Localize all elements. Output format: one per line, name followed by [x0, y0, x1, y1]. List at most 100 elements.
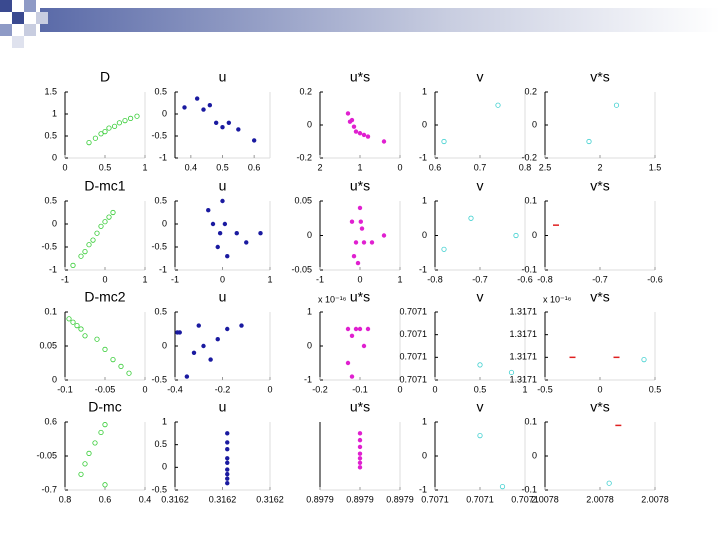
- y-tick-label: 0.7071: [399, 306, 427, 316]
- subplot: D-mc2 0 0.05 0.1 -0.1 -0.05 0: [39, 289, 147, 395]
- point: [116, 120, 123, 126]
- subplot-title: v: [477, 178, 484, 194]
- corner-decoration: [0, 0, 48, 48]
- y-tick-label: 0.05: [39, 340, 57, 350]
- y-tick-label: -0.1: [521, 264, 537, 274]
- point: [74, 322, 80, 329]
- subplot-title: v: [477, 289, 484, 305]
- point: [349, 219, 355, 224]
- x-tick-label: 0.5: [99, 162, 112, 172]
- x-tick-label: 0: [267, 384, 272, 394]
- point: [361, 132, 367, 138]
- point: [353, 326, 359, 332]
- point: [357, 444, 363, 450]
- subplot: v -1 0 1 -0.8 -0.7 -0.6: [419, 178, 533, 285]
- y-tick-label: 0.05: [294, 195, 312, 205]
- y-tick-label: 0.2: [299, 86, 312, 96]
- y-tick-label: 0: [52, 152, 57, 162]
- y-tick-label: 0.7071: [399, 329, 427, 339]
- y-tick-label: 1: [422, 416, 427, 426]
- y-tick-label: 0: [422, 450, 427, 460]
- point: [361, 240, 367, 245]
- point: [226, 120, 232, 126]
- y-tick-label: 0: [162, 108, 167, 118]
- point: [206, 208, 211, 213]
- point: [345, 360, 351, 366]
- y-tick-label: 0.7071: [399, 374, 427, 384]
- point: [225, 440, 230, 445]
- point: [102, 219, 108, 225]
- point: [353, 240, 359, 245]
- point: [98, 429, 104, 436]
- point: [112, 123, 118, 129]
- x-tick-label: 0.8979: [386, 494, 414, 504]
- subplot: v -1 0 1 0.6 0.7 0.8: [419, 69, 531, 173]
- point: [351, 254, 357, 259]
- y-tick-label: -0.05: [291, 264, 312, 274]
- point: [94, 230, 100, 236]
- x-tick-label: 0.6: [99, 494, 112, 504]
- y-tick-label: 0: [52, 374, 57, 384]
- point: [78, 253, 84, 259]
- point: [184, 374, 190, 379]
- y-tick-label: 0.5: [154, 195, 167, 205]
- y-tick-label: 0: [422, 119, 427, 129]
- x-tick-label: 0.3162: [209, 494, 237, 504]
- point: [191, 350, 197, 355]
- subplot: D-mc1 -1 -0.5 0 0.5 -1 0 1: [41, 178, 147, 285]
- point: [106, 125, 112, 131]
- point: [98, 223, 104, 229]
- subplot: u*sx 10⁻¹⁶ -1 0 1 -0.2 -0.1 0: [304, 289, 403, 395]
- x-tick-label: 0: [397, 384, 402, 394]
- x-tick-label: 0: [597, 384, 602, 394]
- x-tick-label: 0.4: [185, 162, 198, 172]
- x-tick-label: 0: [397, 162, 402, 172]
- point: [225, 326, 230, 332]
- x-tick-label: -0.8: [537, 274, 553, 284]
- subplot-title: u: [219, 399, 227, 415]
- point: [122, 118, 128, 124]
- x-tick-label: 0: [220, 274, 225, 284]
- subplot-title: v*s: [590, 178, 609, 194]
- axis-multiplier: x 10⁻¹⁶: [318, 294, 347, 304]
- y-tick-label: -1: [159, 152, 167, 162]
- y-tick-label: 1: [307, 306, 312, 316]
- point: [82, 333, 88, 339]
- x-tick-label: 1: [267, 274, 272, 284]
- point: [513, 232, 519, 239]
- x-tick-label: -0.7: [472, 274, 488, 284]
- point: [196, 323, 201, 328]
- point: [381, 139, 387, 144]
- subplot: u*s -0.2 0 0.2 2 1 0: [296, 69, 402, 173]
- subplot-title: v: [477, 399, 484, 415]
- y-tick-label: -0.7: [41, 484, 57, 494]
- point: [134, 113, 140, 119]
- point: [441, 246, 447, 252]
- point: [357, 205, 363, 211]
- x-tick-label: -0.5: [537, 384, 553, 394]
- point: [508, 369, 515, 376]
- y-tick-label: 0.5: [154, 86, 167, 96]
- point: [78, 471, 84, 477]
- x-tick-label: 1: [397, 274, 402, 284]
- point: [361, 343, 367, 349]
- x-tick-label: 2.0078: [531, 494, 559, 504]
- point: [82, 461, 88, 467]
- x-tick-label: 2.0078: [641, 494, 669, 504]
- y-tick-label: -1: [419, 152, 427, 162]
- x-tick-label: 0.7071: [466, 494, 494, 504]
- subplot-title: v*s: [590, 399, 609, 415]
- y-tick-label: -0.5: [41, 241, 57, 251]
- point: [358, 219, 363, 224]
- y-tick-label: -1: [419, 264, 427, 274]
- y-tick-label: 0: [422, 230, 427, 240]
- point: [225, 476, 230, 481]
- point: [70, 319, 76, 325]
- x-tick-label: -0.2: [215, 384, 231, 394]
- point: [357, 460, 363, 465]
- point: [86, 242, 92, 248]
- point: [586, 138, 592, 145]
